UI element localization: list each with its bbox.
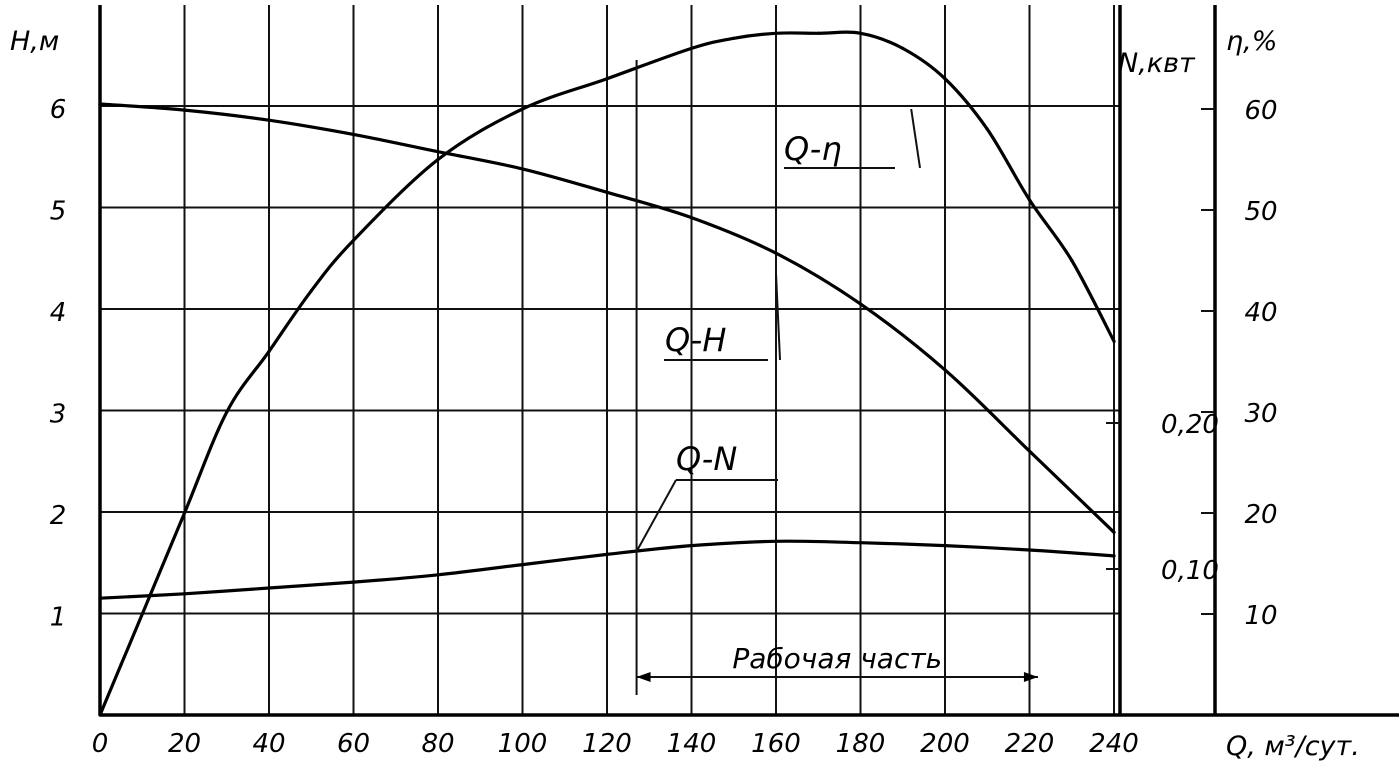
eta-tick-label: 60: [1244, 96, 1277, 126]
leader-line-Q-H: [775, 273, 781, 361]
data-point-Q-η: [436, 157, 440, 162]
grid: [98, 5, 1399, 717]
h-tick-label: 5: [50, 197, 67, 227]
h-tick-label: 2: [50, 501, 67, 531]
working-zone-arrow-left: [636, 672, 651, 682]
data-point-Q-η: [605, 77, 609, 81]
working-zone-arrow-right: [1023, 672, 1038, 682]
x-tick-label: 100: [498, 729, 548, 759]
data-point-Q-H: [182, 108, 187, 112]
data-point-Q-N: [605, 552, 609, 557]
data-point-Q-N: [351, 580, 356, 584]
x-axis-title: Q, м³/сут.: [1226, 731, 1360, 762]
h-tick-label: 3: [50, 400, 67, 430]
x-tick-label: 220: [1005, 729, 1055, 759]
data-point-Q-N: [858, 541, 863, 545]
x-tick-label: 80: [421, 729, 454, 759]
data-point-Q-H: [436, 150, 440, 154]
data-point-Q-N: [1112, 554, 1116, 558]
eta-tick-label: 40: [1244, 298, 1277, 328]
eta-tick-label: 30: [1244, 399, 1277, 429]
data-point-Q-η: [267, 349, 271, 353]
data-point-Q-N: [436, 573, 440, 577]
data-point-Q-H: [858, 302, 863, 306]
data-point-Q-H: [943, 368, 947, 372]
data-point-Q-H: [520, 167, 525, 171]
data-point-Q-η: [689, 46, 694, 51]
data-point-Q-η: [858, 31, 863, 35]
data-point-Q-η: [225, 410, 229, 414]
curves: [98, 30, 1116, 717]
x-tick-label: 20: [168, 729, 201, 759]
x-tick-label: 60: [337, 729, 370, 759]
x-tick-label: 200: [920, 729, 970, 759]
data-point-Q-H: [774, 251, 778, 255]
eta-tick-label: 50: [1244, 197, 1277, 227]
h-tick-label: 6: [50, 95, 67, 125]
data-point-Q-η: [943, 77, 947, 81]
data-point-Q-η: [1070, 258, 1074, 263]
data-point-Q-N: [774, 539, 778, 543]
x-tick-label: 120: [582, 729, 632, 759]
h-tick-label: 1: [50, 603, 67, 633]
data-point-Q-η: [119, 662, 123, 667]
x-tick-label: 0: [92, 729, 109, 759]
x-tick-label: 180: [836, 729, 886, 759]
data-point-Q-N: [98, 596, 102, 600]
data-point-Q-η: [732, 36, 736, 40]
series-label-Q-η: Q-η: [784, 130, 842, 168]
data-point-Q-η: [985, 127, 989, 131]
data-point-Q-H: [689, 216, 694, 220]
eta-axis-title: η,%: [1226, 26, 1277, 57]
eta-tick-label: 20: [1244, 500, 1277, 530]
working-zone-label: Рабочая часть: [732, 642, 942, 675]
data-point-Q-H: [267, 118, 271, 122]
data-point-Q-η: [774, 31, 778, 35]
data-point-Q-η: [816, 31, 820, 35]
n-tick-label: 0,20: [1161, 410, 1219, 440]
x-tick-label: 240: [1089, 729, 1139, 759]
n-tick-label: 0,10: [1161, 556, 1219, 586]
data-point-Q-H: [98, 102, 102, 106]
data-point-Q-N: [267, 586, 271, 590]
data-point-Q-N: [943, 544, 947, 548]
eta-tick-label: 10: [1244, 601, 1277, 631]
data-point-Q-N: [1027, 548, 1032, 552]
data-point-Q-η: [98, 713, 102, 717]
data-point-Q-η: [520, 107, 525, 111]
data-point-Q-H: [1027, 449, 1032, 453]
h-tick-label: 4: [50, 298, 67, 328]
data-point-Q-H: [605, 190, 609, 194]
h-axis-title: Н,м: [10, 26, 59, 57]
leader-line-Q-N: [635, 479, 677, 552]
data-point-Q-N: [689, 544, 694, 548]
data-point-Q-η: [140, 612, 144, 616]
data-point-Q-H: [351, 132, 356, 137]
data-point-Q-η: [351, 238, 356, 242]
series-label-Q-H: Q-H: [665, 321, 726, 359]
data-point-Q-N: [520, 563, 525, 567]
x-tick-label: 140: [667, 729, 717, 759]
data-point-Q-η: [901, 46, 905, 51]
n-axis-title: N,квт: [1118, 48, 1196, 79]
data-point-Q-H: [1112, 530, 1116, 534]
x-tick-label: 40: [252, 729, 285, 759]
data-point-Q-η: [1027, 198, 1032, 202]
data-point-Q-η: [309, 289, 313, 293]
data-point-Q-η: [182, 511, 187, 515]
data-point-Q-η: [1112, 339, 1116, 343]
leader-line-Q-η: [910, 108, 921, 169]
x-tick-label: 160: [751, 729, 801, 759]
series-label-Q-N: Q-N: [676, 440, 737, 478]
data-point-Q-N: [182, 592, 187, 596]
